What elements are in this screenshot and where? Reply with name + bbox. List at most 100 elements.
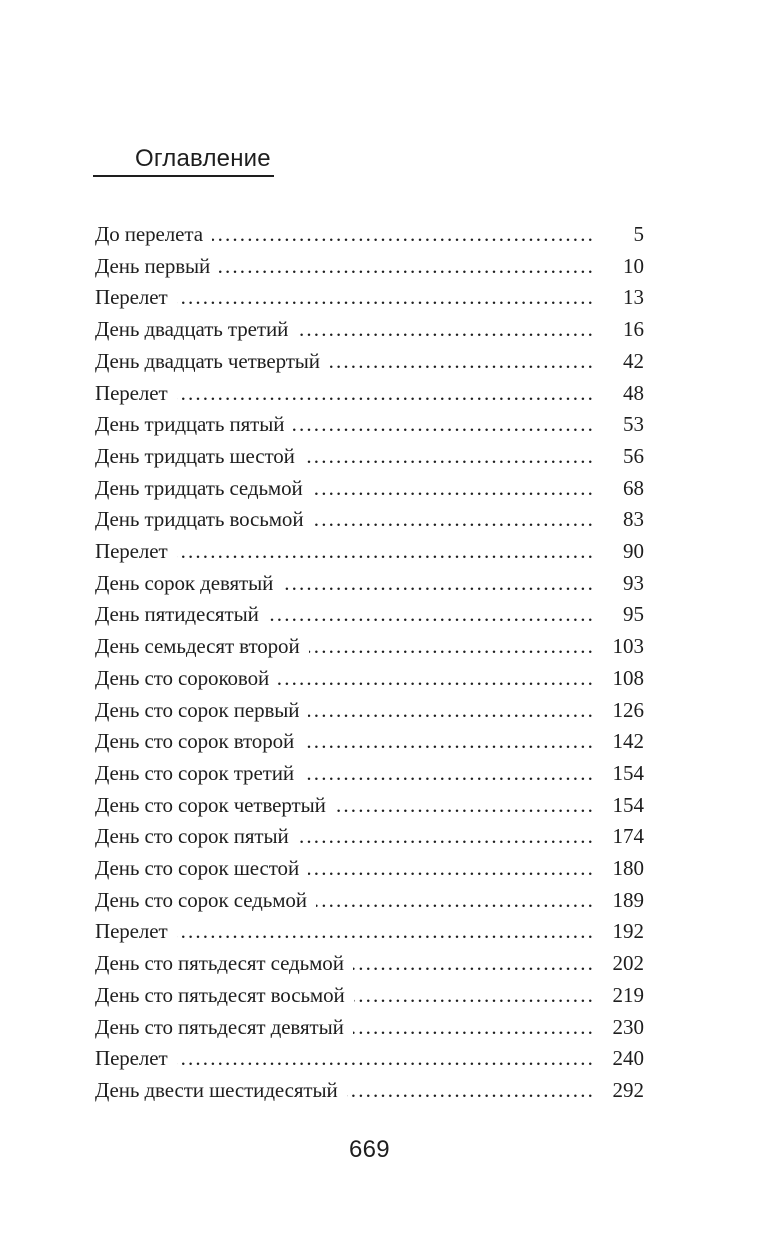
- toc-leader-dots: [177, 378, 595, 410]
- toc-leader-dots: [353, 948, 595, 980]
- toc-row: Перелет 13: [95, 282, 644, 314]
- toc-entry-page: 142: [612, 729, 645, 754]
- toc-row: День тридцать седьмой 68: [95, 473, 644, 505]
- toc-entry-title: День двадцать четвертый: [95, 348, 320, 373]
- toc-entry-title: День сто сорок первый: [95, 697, 300, 722]
- toc-entry-page: 192: [612, 919, 645, 944]
- toc-entry-title: День сто пятьдесят девятый: [95, 1014, 344, 1039]
- toc-leader-dots: [303, 758, 595, 790]
- toc-row: Перелет 90: [95, 536, 644, 568]
- toc-row: День двадцать четвертый 42: [95, 346, 644, 378]
- toc-leader-dots: [308, 695, 595, 727]
- toc-row: День сто пятьдесят седьмой 202: [95, 948, 644, 980]
- toc-entry-title: День сто пятьдесят восьмой: [95, 982, 345, 1007]
- toc-entry-page: 219: [612, 982, 645, 1007]
- toc-leader-dots: [177, 916, 595, 948]
- toc-leader-dots: [329, 346, 595, 378]
- toc-row: День тридцать шестой 56: [95, 441, 644, 473]
- toc-entry-title: Перелет: [95, 285, 168, 310]
- toc-entry-title: День сто сорок четвертый: [95, 792, 326, 817]
- toc-entry-page: 93: [623, 570, 644, 595]
- toc-leader-dots: [316, 885, 595, 917]
- toc-row: Перелет 240: [95, 1043, 644, 1075]
- toc-entry-page: 56: [623, 443, 644, 468]
- toc-entry-title: День тридцать пятый: [95, 412, 285, 437]
- toc-entry-title: День двести шестидесятый: [95, 1077, 338, 1102]
- toc-entry-page: 189: [612, 887, 645, 912]
- toc-entry-title: День сорок девятый: [95, 570, 274, 595]
- toc-row: До перелета 5: [95, 219, 644, 251]
- toc-row: Перелет 192: [95, 916, 644, 948]
- toc-entry-page: 126: [612, 697, 645, 722]
- toc-leader-dots: [278, 663, 595, 695]
- toc-entry-page: 48: [623, 380, 644, 405]
- toc-leader-dots: [177, 536, 595, 568]
- toc-leader-dots: [354, 980, 595, 1012]
- toc-entry-title: День сто сорок третий: [95, 760, 295, 785]
- toc-entry-page: 230: [612, 1014, 645, 1039]
- toc-entry-title: День сто сороковой: [95, 665, 270, 690]
- toc-heading: Оглавление: [93, 146, 274, 177]
- toc-entry-page: 103: [612, 634, 645, 659]
- toc-entry-page: 108: [612, 665, 645, 690]
- toc-leader-dots: [303, 726, 595, 758]
- toc-entry-page: 5: [633, 222, 645, 246]
- toc-leader-dots: [312, 473, 595, 505]
- toc-row: День первый 10: [95, 251, 644, 283]
- toc-entry-page: 90: [623, 539, 644, 564]
- toc-entry-page: 10: [623, 253, 644, 278]
- toc-entry-title: День тридцать шестой: [95, 443, 295, 468]
- toc-row: День сто сорок пятый 174: [95, 821, 644, 853]
- toc-entry-title: День сто пятьдесят седьмой: [95, 951, 344, 976]
- toc-entry-title: День пятидесятый: [95, 602, 259, 627]
- toc-entry-page: 202: [612, 951, 645, 976]
- toc-entry-title: День двадцать третий: [95, 317, 289, 342]
- toc-leader-dots: [335, 790, 595, 822]
- toc-entry-title: День тридцать восьмой: [95, 507, 304, 532]
- toc-leader-dots: [347, 1075, 595, 1107]
- toc-leader-dots: [177, 282, 595, 314]
- toc-leader-dots: [212, 219, 595, 251]
- toc-entry-page: 292: [612, 1077, 645, 1102]
- toc-leader-dots: [309, 631, 595, 663]
- toc-row: День сто сорок шестой 180: [95, 853, 644, 885]
- toc-leader-dots: [312, 504, 595, 536]
- toc-leader-dots: [304, 441, 595, 473]
- toc-row: День сто пятьдесят девятый 230: [95, 1012, 644, 1044]
- toc-entry-page: 174: [612, 824, 645, 849]
- toc-entry-title: День тридцать седьмой: [95, 475, 303, 500]
- toc-row: День сто сорок второй 142: [95, 726, 644, 758]
- toc-row: День сто сорок седьмой 189: [95, 885, 644, 917]
- toc-leader-dots: [353, 1012, 595, 1044]
- toc-entry-page: 42: [623, 348, 644, 373]
- toc-entry-title: День сто сорок седьмой: [95, 887, 307, 912]
- toc-entry-page: 53: [623, 412, 644, 437]
- toc-entry-title: День сто сорок шестой: [95, 856, 300, 881]
- toc-entry-title: Перелет: [95, 539, 168, 564]
- toc-entry-title: Перелет: [95, 1046, 168, 1071]
- toc-row: День двадцать третий 16: [95, 314, 644, 346]
- toc-row: День сто сорок третий 154: [95, 758, 644, 790]
- toc-entry-page: 16: [623, 317, 644, 342]
- toc-row: День тридцать восьмой 83: [95, 504, 644, 536]
- toc-entry-title: До перелета: [95, 222, 203, 246]
- toc-list: До перелета 5 День первый 10 Перелет 13 …: [95, 219, 644, 1107]
- toc-row: День семьдесят второй 103: [95, 631, 644, 663]
- toc-leader-dots: [177, 1043, 595, 1075]
- toc-row: День тридцать пятый 53: [95, 409, 644, 441]
- toc-entry-page: 180: [612, 856, 645, 881]
- toc-entry-title: День сто сорок второй: [95, 729, 295, 754]
- toc-entry-title: День семьдесят второй: [95, 634, 300, 659]
- toc-row: День сорок девятый 93: [95, 568, 644, 600]
- toc-entry-page: 68: [623, 475, 644, 500]
- toc-leader-dots: [308, 853, 595, 885]
- toc-row: День пятидесятый 95: [95, 599, 644, 631]
- toc-entry-title: День первый: [95, 253, 211, 278]
- toc-leader-dots: [297, 314, 595, 346]
- toc-entry-page: 240: [612, 1046, 645, 1071]
- toc-row: День двести шестидесятый 292: [95, 1075, 644, 1107]
- footer-page-number: 669: [349, 1136, 390, 1163]
- toc-row: День сто сорок первый 126: [95, 695, 644, 727]
- toc-entry-page: 13: [623, 285, 644, 310]
